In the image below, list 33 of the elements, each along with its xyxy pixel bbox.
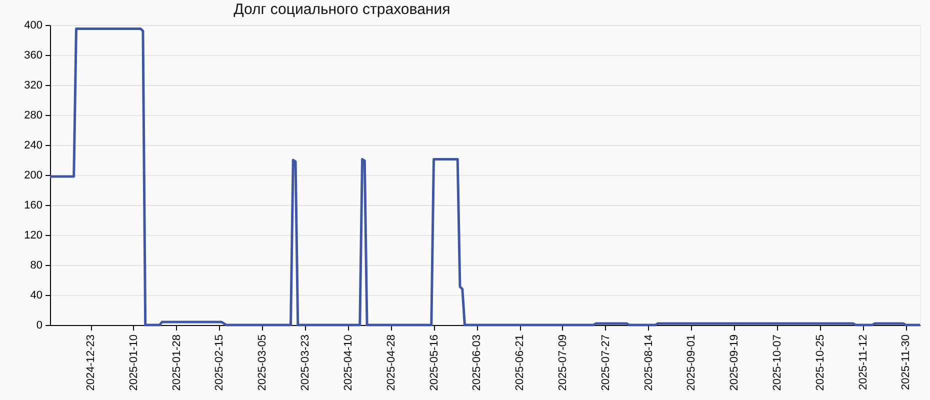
y-tick-label: 200 [24,170,42,182]
y-tick-label: 80 [30,260,42,272]
x-tick-label: 2025-01-28 [170,334,183,391]
x-tick-label: 2025-08-14 [642,334,655,391]
x-tick-label: 2025-04-28 [385,334,398,391]
x-tick-label: 2025-03-23 [300,334,312,391]
x-tick-label: 2025-09-01 [686,334,698,391]
x-tick-label: 2025-09-19 [728,334,741,391]
x-tick-label: 2025-07-27 [600,334,612,391]
y-tick-label: 240 [24,140,42,152]
x-tick-label: 2025-11-12 [857,334,870,390]
y-tick-label: 0 [36,320,42,332]
x-tick-label: 2025-05-16 [428,334,440,391]
x-tick-label: 2025-06-21 [514,334,526,391]
x-tick-label: 2025-03-05 [256,334,269,391]
x-tick-label: 2025-10-07 [771,334,784,391]
x-tick-label: 2025-02-15 [214,334,226,391]
y-tick-label: 120 [24,230,42,242]
chart-title: Долг социального страхования [234,1,450,18]
x-tick-label: 2025-01-10 [128,334,140,391]
line-series [48,28,922,326]
x-tick-label: 2025-11-30 [900,334,912,390]
y-tick-label: 160 [24,200,42,212]
y-tick-label: 360 [24,50,42,62]
x-tick-label: 2024-12-23 [85,334,98,391]
y-tick-label: 320 [24,80,42,92]
y-tick-label: 400 [24,20,42,32]
y-tick-label: 280 [24,110,42,122]
x-tick-label: 2025-04-10 [342,334,354,391]
y-tick-label: 40 [30,290,42,302]
x-tick-label: 2025-10-25 [814,334,826,391]
x-tick-label: 2025-07-09 [556,334,569,391]
x-tick-label: 2025-06-03 [471,334,484,391]
